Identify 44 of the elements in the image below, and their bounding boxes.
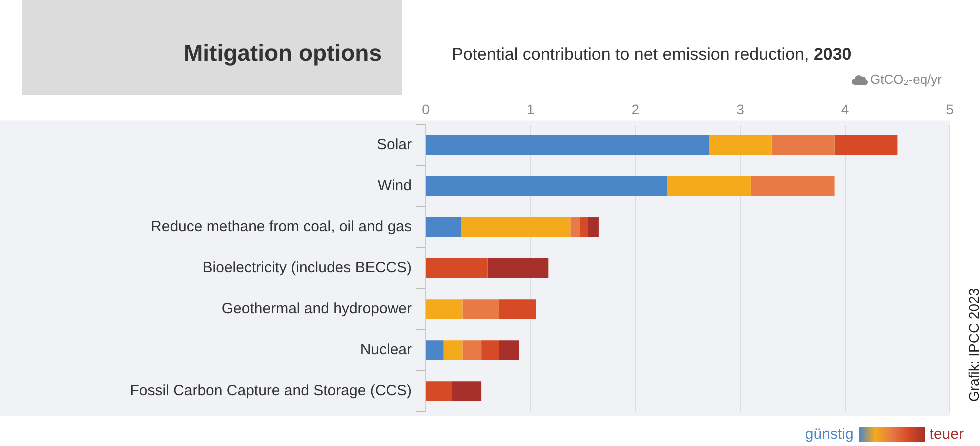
x-tick-label: 4 — [841, 101, 850, 118]
bar — [426, 258, 488, 278]
text: teuer — [930, 426, 964, 443]
bar — [426, 300, 463, 320]
bar — [834, 135, 898, 156]
bar — [462, 218, 571, 238]
x-tick-label: 5 — [946, 101, 954, 118]
bar — [462, 340, 482, 360]
chart-title: Mitigation options — [184, 40, 382, 67]
y-tick-label: Reduce methane from coal, oil and gas — [151, 218, 412, 236]
bar — [462, 300, 500, 320]
bar — [667, 176, 751, 196]
bar — [499, 300, 536, 320]
bar — [499, 340, 520, 360]
x-tick-label: 0 — [422, 101, 430, 118]
x-axis-title: Potential contribution to net emission reduction, 2030 — [452, 44, 852, 65]
bar — [426, 135, 710, 156]
bar — [588, 218, 599, 238]
bar — [488, 258, 549, 278]
y-tick-label: Bioelectricity (includes BECCS) — [202, 260, 412, 277]
title-box: Mitigation options — [22, 0, 402, 95]
text: Grafik: IPCC 2023 — [966, 288, 980, 402]
x-tick-label: 1 — [526, 101, 535, 118]
bar — [426, 176, 668, 196]
bar — [444, 340, 463, 360]
x-tick-label: 3 — [736, 101, 745, 118]
bar — [580, 218, 588, 238]
bar — [482, 340, 500, 360]
y-tick-label: Solar — [376, 136, 412, 154]
text: günstig — [805, 426, 854, 443]
bar — [772, 135, 835, 156]
text: GtCO₂-eq/yr — [870, 72, 942, 87]
bar — [426, 218, 462, 238]
y-tick-label: Fossil Carbon Capture and Storage (CCS) — [130, 382, 412, 400]
bar — [452, 382, 482, 402]
bar — [709, 135, 772, 156]
y-tick-label: Wind — [378, 177, 412, 194]
x-tick-label: 2 — [632, 101, 640, 118]
bar — [426, 382, 452, 402]
bar — [750, 176, 835, 196]
bar — [570, 218, 580, 238]
y-tick-label: Nuclear — [360, 342, 412, 359]
bar — [426, 340, 444, 360]
y-tick-label: Geothermal and hydropower — [222, 300, 412, 318]
